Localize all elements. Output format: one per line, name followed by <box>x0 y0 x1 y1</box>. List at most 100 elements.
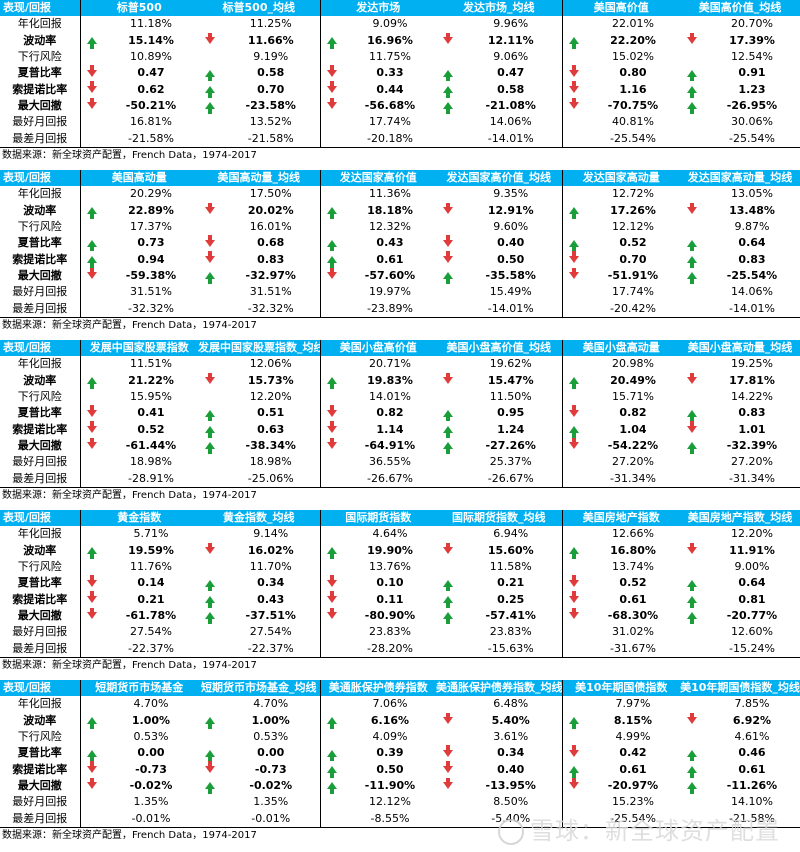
table-row: 索提诺比率 -0.73 -0.73 0.50 0.40 0.61 0.61 <box>0 761 800 778</box>
value-cell: 0.50 <box>376 762 404 776</box>
value-cell: 15.23% <box>612 795 654 809</box>
trend-cell <box>79 405 104 422</box>
arrow-down-icon <box>569 745 580 757</box>
value-cell: 7.85% <box>734 697 770 711</box>
trend-cell <box>436 202 460 219</box>
arrow-up-icon <box>87 37 98 49</box>
trend-cell <box>561 372 586 389</box>
trend-cell <box>79 777 104 795</box>
value-cell: -26.67% <box>367 471 413 485</box>
value-cell: 20.98% <box>612 357 654 371</box>
arrow-up-icon <box>327 256 338 268</box>
arrow-down-icon <box>443 235 453 247</box>
table-header-row: 表现/回报 标普500 标普500_均线 发达市场 发达市场_均线 美国高价值 美国高价值_… <box>0 0 800 17</box>
row-label: 年化回报 <box>17 357 62 371</box>
row-label: 夏普比率 <box>17 576 62 590</box>
arrow-down-icon <box>87 575 98 587</box>
arrow-up-icon <box>687 256 697 268</box>
arrow-down-icon <box>205 372 215 385</box>
value-cell: -13.95% <box>485 778 536 792</box>
trend-cell <box>680 219 704 235</box>
value-cell: -14.01% <box>487 301 534 315</box>
trend-cell <box>680 372 704 389</box>
trend-cell <box>436 49 460 65</box>
trend-cell <box>319 624 344 641</box>
row-label: 夏普比率 <box>17 406 62 420</box>
value-cell: 14.06% <box>489 115 532 129</box>
value-cell: -32.97% <box>245 268 296 282</box>
arrow-up-icon <box>569 37 580 49</box>
value-cell: 15.49% <box>489 285 532 299</box>
value-cell: 12.66% <box>612 527 654 541</box>
trend-cell <box>198 713 222 729</box>
trend-cell <box>198 356 222 372</box>
trend-cell <box>680 712 704 729</box>
value-cell: 0.25 <box>497 592 525 606</box>
value-cell: 15.47% <box>487 373 534 387</box>
column-header: 美国房地产指数_均线 <box>680 510 800 527</box>
value-cell: 1.24 <box>497 422 525 436</box>
table-header-row: 表现/回报 短期货币市场基金 短期货币市场基金_均线 美通胀保护债券指数 美通胀保护债券… <box>0 680 800 697</box>
trend-cell <box>680 761 704 778</box>
row-label: 下行风险 <box>17 390 62 404</box>
trend-cell <box>680 591 704 608</box>
value-cell: 6.92% <box>732 713 772 727</box>
arrow-up-icon <box>205 596 215 608</box>
value-cell: 11.66% <box>247 33 294 47</box>
table-row: 最好月回报 18.98% 18.98% 36.55% 25.37% 27.20% 27.20… <box>0 454 800 471</box>
trend-cell <box>198 454 222 470</box>
value-cell: 0.00 <box>257 746 285 760</box>
arrow-up-icon <box>327 207 338 219</box>
row-label: 索提诺比率 <box>12 82 68 96</box>
arrow-down-icon <box>327 267 338 280</box>
value-cell: 0.61 <box>376 252 404 266</box>
trend-cell <box>561 130 586 147</box>
arrow-up-icon <box>205 409 215 422</box>
trend-cell <box>198 235 222 251</box>
source-note: 数据来源：新全球资产配置，French Data，1974-2017 <box>0 826 800 843</box>
value-cell: 0.51 <box>257 406 285 420</box>
value-cell: 0.47 <box>497 66 525 80</box>
value-cell: -32.32% <box>247 301 294 315</box>
trend-cell <box>79 372 104 389</box>
row-label: 最差月回报 <box>12 131 68 145</box>
trend-cell <box>436 470 460 486</box>
trend-cell <box>436 591 460 608</box>
value-cell: -0.02% <box>249 778 293 792</box>
value-cell: 1.23 <box>738 82 766 96</box>
value-cell: 0.34 <box>257 576 285 590</box>
trend-cell <box>436 729 460 745</box>
column-header: 国际期货指数_均线 <box>436 510 562 527</box>
value-cell: -20.77% <box>726 608 778 622</box>
trend-cell <box>436 454 460 470</box>
arrow-down-icon <box>443 761 453 774</box>
trend-cell <box>198 526 222 542</box>
row-label: 最大回撤 <box>17 98 62 112</box>
value-cell: -61.44% <box>125 438 177 452</box>
trend-cell <box>561 640 586 657</box>
value-cell: 17.81% <box>729 373 775 387</box>
table-row: 索提诺比率 0.94 0.83 0.61 0.50 0.70 0.83 <box>0 251 800 268</box>
table-row: 波动率 15.14% 11.66% 16.96% 12.11% 22.20% 17.39% <box>0 32 800 49</box>
trend-cell <box>198 49 222 65</box>
arrow-down-icon <box>327 607 338 620</box>
value-cell: 15.14% <box>128 33 174 47</box>
trend-cell <box>561 470 586 487</box>
arrow-down-icon <box>443 32 453 45</box>
arrow-down-icon <box>443 372 453 385</box>
table-header-row: 表现/回报 黄金指数 黄金指数_均线 国际期货指数 国际期货指数_均线 美国房地产指数 美国… <box>0 510 800 527</box>
table-row: 年化回报 11.18% 11.25% 9.09% 9.96% 22.01% 20.70% <box>0 16 800 33</box>
value-cell: -26.95% <box>726 98 778 112</box>
arrow-up-icon <box>87 377 98 389</box>
table-row: 夏普比率 0.00 0.00 0.39 0.34 0.42 0.46 <box>0 745 800 762</box>
arrow-up-icon <box>443 409 453 422</box>
trend-cell <box>319 218 344 236</box>
snowball-logo-icon <box>498 819 524 845</box>
value-cell: 12.60% <box>731 625 773 639</box>
value-cell: 0.34 <box>497 746 525 760</box>
trend-cell <box>79 65 104 82</box>
trend-cell <box>436 356 460 372</box>
value-cell: 9.14% <box>253 527 289 541</box>
arrow-up-icon <box>205 749 215 762</box>
table-block-2: 表现/回报 美国高动量 美国高动量_均线 发达国家高价值 发达国家高价值_均线 发达国家高… <box>0 170 800 333</box>
